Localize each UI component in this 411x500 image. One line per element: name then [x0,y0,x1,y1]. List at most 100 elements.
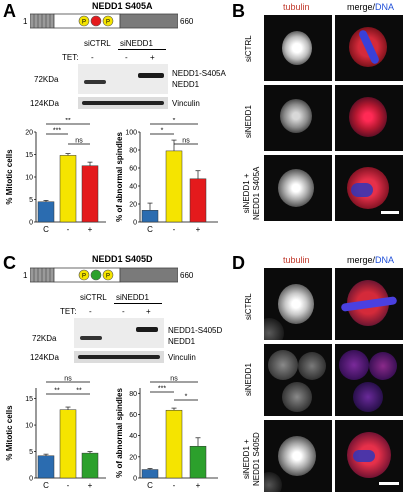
micrograph-b-merge-2 [335,85,403,151]
c2-bar-2 [189,445,207,479]
vinculin-blot-a [78,97,168,109]
row-label-b-2: siNEDD1 [244,105,253,138]
a2-sig-label-2: ns [182,138,190,145]
c2-ytick-label-0: 0 [133,476,137,483]
c1-ytick-label-0: 0 [29,476,33,483]
lane-siNEDD1-c: siNEDD1 [116,293,149,302]
lane-siCTRL-c: siCTRL [80,293,107,302]
scale-bar-b [381,211,399,214]
tet-label-c: TET: [60,307,77,316]
nedd1-blot-c [74,318,164,348]
a1-ytick-label-0: 0 [29,220,33,227]
dna-label-d: DNA [375,255,395,265]
a2-ytick-label-1: 20 [129,202,137,209]
micrograph-b-tubulin-2 [264,85,332,151]
panel-label-b: B [232,1,245,21]
nedd1-blot-a [78,64,168,94]
phospho-site-3-c [102,269,114,281]
a2-bar-2 [189,178,207,223]
mw-72-a: 72KDa [34,75,59,84]
a1-sig-label-0: ** [65,118,71,125]
c2-xtick-label-2: + [196,481,201,490]
col-tubulin-b: tubulin [283,2,310,12]
a2-xtick-label-1: - [173,225,176,234]
micrograph-b-merge-3 [335,155,403,221]
micrograph-b-tubulin-3 [264,155,332,221]
c2-ylabel: % of abnormal spindles [115,388,124,478]
c2-sig-label-1: *** [158,386,166,393]
c2-ytick-label-3: 60 [129,412,137,419]
phospho-site-1-c [78,269,90,281]
a1-bar-0 [37,201,55,223]
phospho-site-1-a [78,15,90,27]
c1-bar-2 [81,452,99,479]
svg-text:P: P [82,274,86,280]
svg-text:P: P [82,20,86,26]
tet-lane1-a: - [91,53,94,62]
band-mut-c: NEDD1-S405D [168,326,223,335]
vinculin-blot-c [74,351,164,363]
band-wt-a: NEDD1 [172,80,200,89]
c1-ytick-label-1: 5 [29,449,33,456]
a2-sig-label-1: * [161,128,164,135]
c2-xtick-label-1: - [173,481,176,490]
a2-ylabel: % of abnormal spindles [115,132,124,222]
c1-ylabel: % Mitotic cells [5,405,14,461]
c1-ytick-label-3: 15 [25,396,33,403]
lane-bracket-a [118,49,166,50]
lane-siNEDD1-a: siNEDD1 [120,39,153,48]
domain-end-c: 660 [180,271,194,280]
micrograph-d-merge-2 [335,344,403,416]
band-vinculin-a: Vinculin [172,99,200,108]
a1-xtick-label-2: + [88,225,93,234]
c1-sig-label-0: ns [64,376,72,383]
col-merge-d: merge/DNA [347,256,394,265]
a2-ytick-label-2: 40 [129,184,137,191]
micrograph-d-merge-1 [335,268,403,340]
scale-bar-d [379,482,399,485]
a2-bar-1 [165,150,183,223]
c1-ytick-label-2: 10 [25,423,33,430]
tet-lane3-c: + [146,307,151,316]
row-label-d-2: siNEDD1 [244,363,253,396]
tet-lane1-c: - [89,307,92,316]
mutation-site-a [90,15,102,27]
mw-124-a: 124KDa [30,99,59,108]
panel-label-d: D [232,253,245,273]
micrograph-b-merge-1 [335,15,403,81]
c1-sig-label-2: ** [76,388,82,395]
a1-sig-label-1: *** [53,128,61,135]
band-vinculin-c: Vinculin [168,353,196,362]
domain-diagram-a: P P [30,13,178,29]
c2-ytick-label-4: 80 [129,391,137,398]
a1-xtick-label-0: C [43,225,49,234]
c2-ytick-label-2: 40 [129,433,137,440]
a1-ytick-label-3: 15 [25,152,33,159]
a2-ytick-label-3: 60 [129,166,137,173]
domain-diagram-c: P P [30,267,178,283]
a1-ytick-label-2: 10 [25,175,33,182]
merge-label-d: merge/ [347,255,376,265]
c2-xtick-label-0: C [147,481,153,490]
a2-bar-0 [141,210,159,223]
a1-sig-label-2: ns [75,138,83,145]
micrograph-b-tubulin-1 [264,15,332,81]
dna-label-b: DNA [375,2,395,12]
a2-sig-label-0: * [173,118,176,125]
row-label-b-3: siNEDD1 + NEDD1 S405A [242,166,261,220]
lane-bracket-c [114,303,162,304]
tet-lane2-c: - [122,307,125,316]
a2-xtick-label-2: + [196,225,201,234]
c1-sig-label-1: ** [54,388,60,395]
a1-ytick-label-4: 20 [25,130,33,137]
a1-ylabel: % Mitotic cells [5,149,14,205]
chart-c-mitotic: 0 5 10 15 % Mitotic cells C - + ns ** ** [5,376,106,490]
micrograph-d-merge-3 [335,420,403,492]
lane-siCTRL-a: siCTRL [84,39,111,48]
mw-124-c: 124KDa [30,353,59,362]
c1-xtick-label-2: + [88,481,93,490]
row-label-b-1: siCTRL [244,35,253,62]
domain-start-a: 1 [23,17,28,26]
micrograph-d-tubulin-3 [264,420,332,492]
